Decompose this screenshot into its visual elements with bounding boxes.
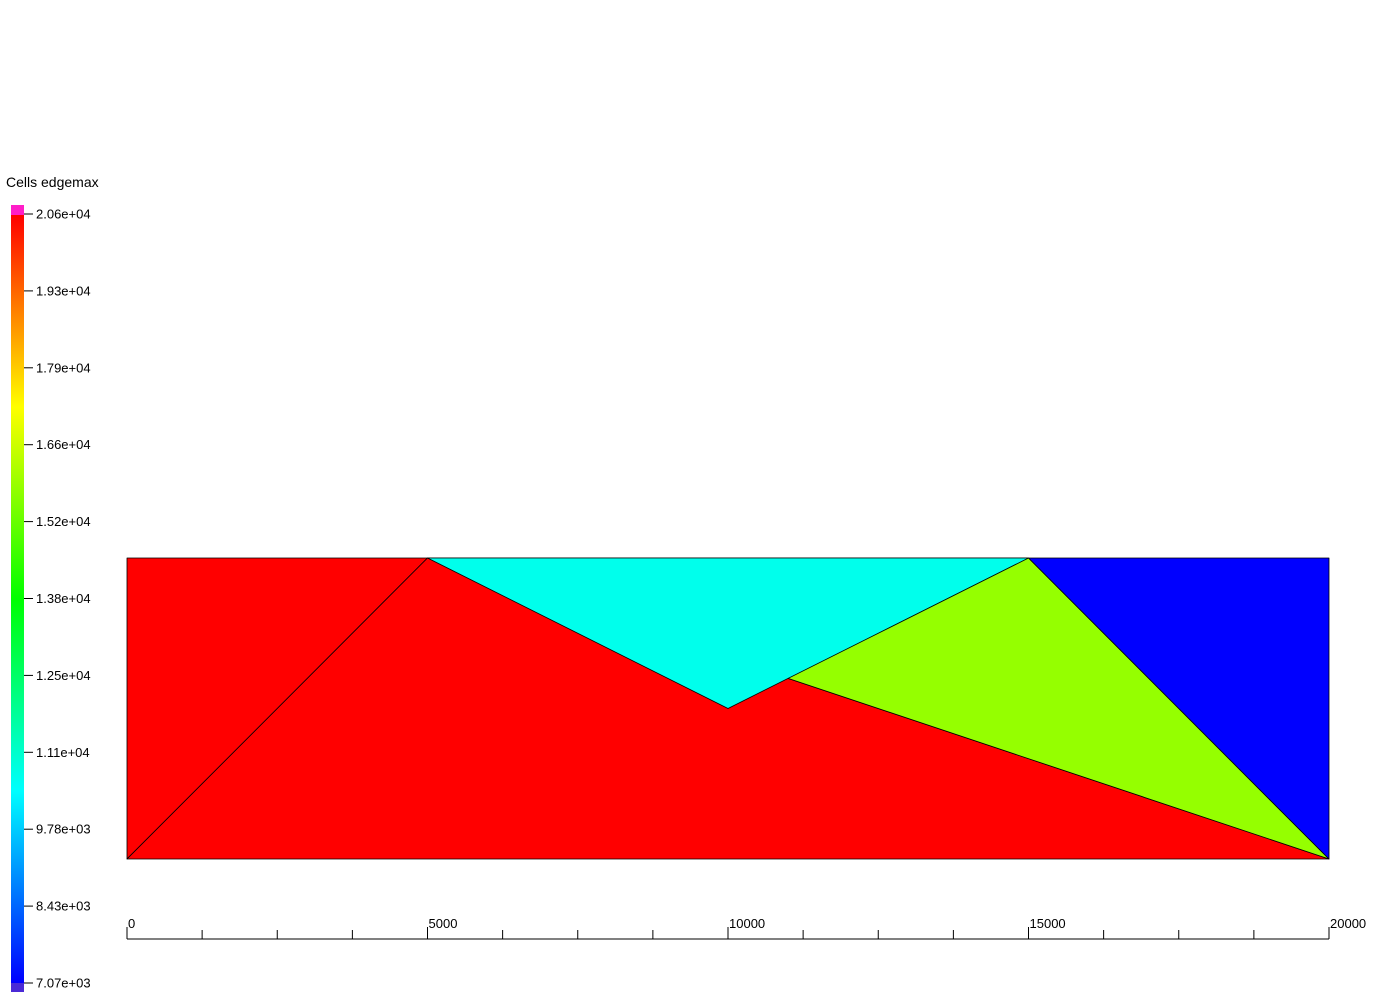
x-axis-tick-label: 0 <box>128 916 135 931</box>
colorbar-tick-label: 8.43e+03 <box>36 899 91 914</box>
mesh-cell-5 <box>427 557 1029 709</box>
colorbar-tick-label: 2.06e+04 <box>36 207 91 222</box>
x-axis-ticks: 0 5000 10000 15000 20000 <box>126 916 1366 939</box>
colorbar-tick-label: 1.38e+04 <box>36 591 91 606</box>
colorbar-ticks: 2.06e+04 1.93e+04 1.79e+04 1.66e+04 1.52e+04… <box>24 207 91 991</box>
colorbar-below-range-swatch <box>11 983 24 992</box>
x-axis: 0 5000 10000 15000 20000 <box>126 916 1366 940</box>
x-axis-tick-label: 10000 <box>729 916 765 931</box>
x-axis-tick-label: 15000 <box>1030 916 1066 931</box>
colorbar-tick-label: 1.25e+04 <box>36 668 91 683</box>
colorbar-tick-label: 7.07e+03 <box>36 976 91 991</box>
colorbar-tick-label: 9.78e+03 <box>36 822 91 837</box>
mesh-plot <box>126 557 1330 860</box>
x-axis-tick-label: 5000 <box>429 916 458 931</box>
x-axis-tick-label: 20000 <box>1330 916 1366 931</box>
colorbar-gradient <box>11 215 24 983</box>
colorbar-tick-label: 1.66e+04 <box>36 437 91 452</box>
colorbar: Cells edgemax 2.06e+04 1.93e+04 1.79e+04 1.… <box>6 174 99 992</box>
colorbar-tick-label: 1.52e+04 <box>36 514 91 529</box>
colorbar-above-range-swatch <box>11 205 24 215</box>
mesh-cell-4 <box>1028 557 1330 860</box>
colorbar-tick-label: 1.79e+04 <box>36 360 91 375</box>
colorbar-tick-label: 1.93e+04 <box>36 283 91 298</box>
colorbar-tick-label: 1.11e+04 <box>36 745 90 760</box>
colorbar-title: Cells edgemax <box>6 174 99 190</box>
